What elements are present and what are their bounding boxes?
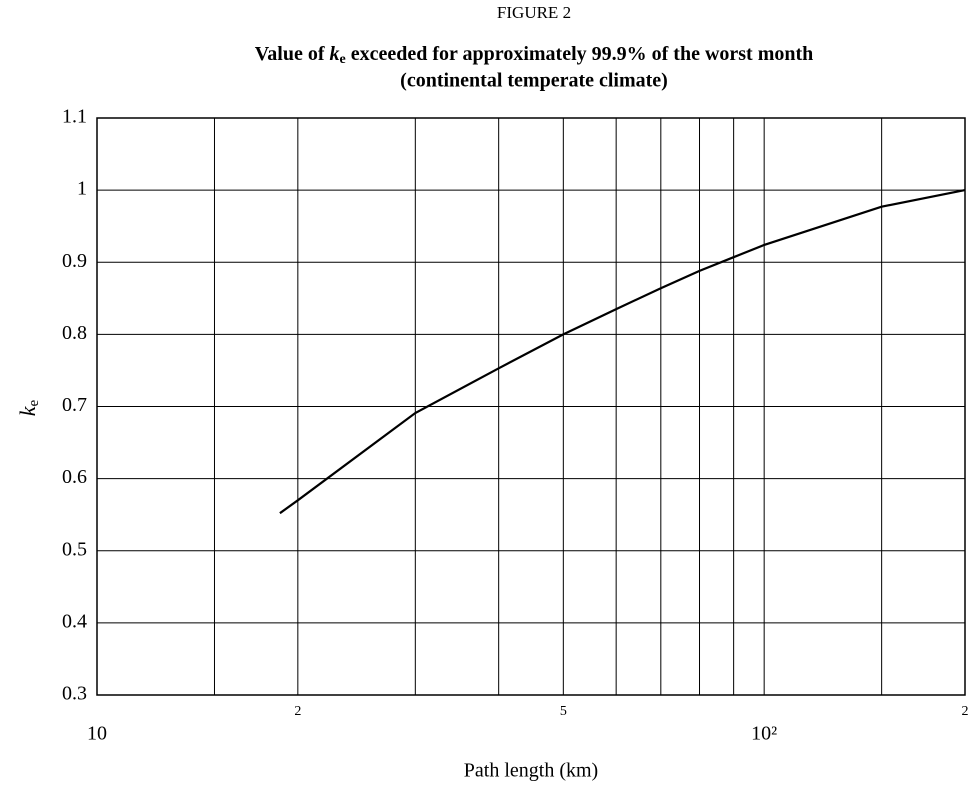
y-tick-label: 0.5 <box>62 538 87 560</box>
x-tick-label: 10² <box>751 723 777 745</box>
y-tick-label: 1 <box>77 178 87 200</box>
y-tick-label: 0.8 <box>62 322 87 344</box>
curve <box>279 189 966 515</box>
y-tick-label: 0.7 <box>62 394 87 416</box>
y-tick-label: 0.3 <box>62 683 87 705</box>
y-tick-label: 0.9 <box>62 250 87 272</box>
chart-subtitle: (continental temperate climate) <box>400 70 668 92</box>
x-tick-label: 10 <box>87 723 107 745</box>
x-tick-label: 2 <box>962 704 969 719</box>
figure-label: FIGURE 2 <box>497 3 571 22</box>
y-tick-label: 0.4 <box>62 610 87 632</box>
x-tick-label: 5 <box>560 704 567 719</box>
x-axis-label: Path length (km) <box>464 760 598 782</box>
x-tick-label: 2 <box>294 704 301 719</box>
y-axis-label: ke <box>15 399 42 416</box>
plot-frame <box>96 117 966 696</box>
chart-title: Value of ke exceeded for approximately 9… <box>255 43 814 68</box>
y-tick-label: 1.1 <box>62 106 87 128</box>
y-tick-label: 0.6 <box>62 466 87 488</box>
